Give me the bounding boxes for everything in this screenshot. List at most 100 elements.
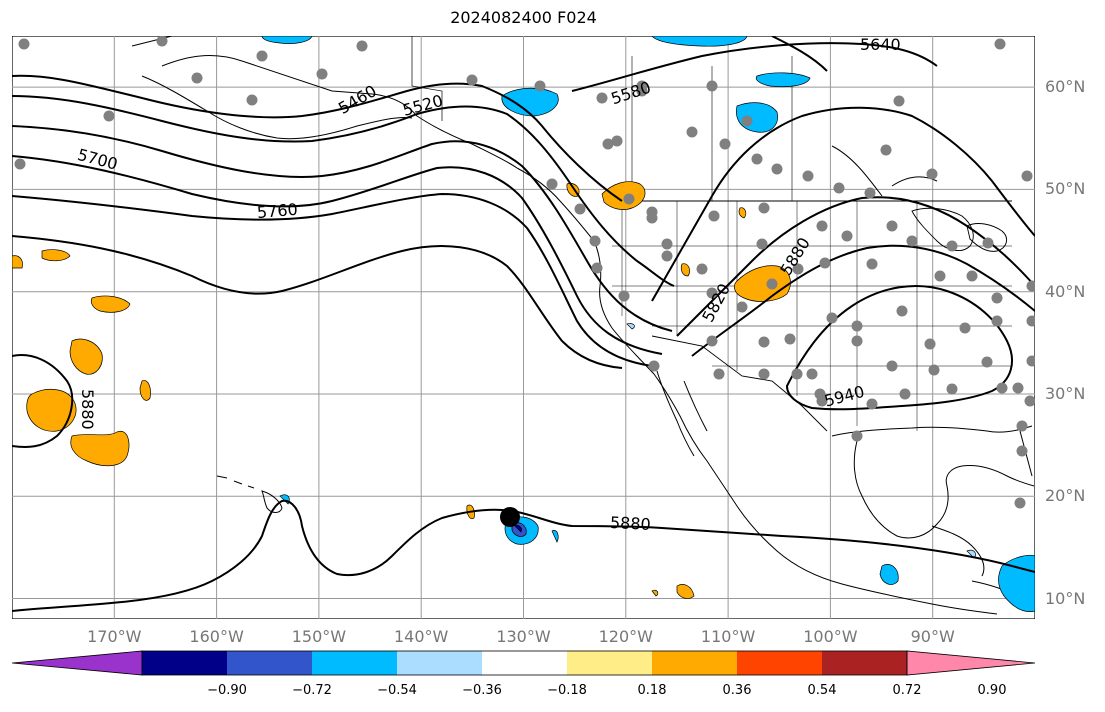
station-dot [758,336,770,348]
station-dot [946,240,958,252]
station-dot [636,85,648,97]
station-dot [1021,170,1033,182]
station-dot [706,80,718,92]
station-dot [886,360,898,372]
latitude-tick-label: 60°N [1045,77,1086,97]
station-dot [816,220,828,232]
latitude-tick-label: 10°N [1045,588,1086,608]
contour-label: 5880 [78,389,97,430]
colorbar-tick-label: −0.36 [462,683,502,698]
station-dot [646,212,658,224]
station-dot [708,210,720,222]
station-dot [896,305,908,317]
station-dot [706,335,718,347]
latitude-tick-label: 20°N [1045,486,1086,506]
station-dot [866,258,878,270]
station-dot [771,163,783,175]
colorbar-cell [397,651,482,675]
station-dot [934,270,946,282]
station-dot [946,383,958,395]
colorbar-border [141,650,908,676]
station-dot [806,368,818,380]
colorbar-cell [482,651,567,675]
station-dot [833,182,845,194]
station-dot [736,301,748,313]
station-dot [623,193,635,205]
station-dot [596,92,608,104]
height-contours [12,36,1035,612]
station-dot [758,368,770,380]
station-dot [851,320,863,332]
station-dot [713,368,725,380]
station-dot [802,170,814,182]
colorbar-cell [227,651,312,675]
station-dot [814,388,826,400]
station-dot [1026,355,1035,367]
station-dot [982,237,994,249]
station-dot [966,270,978,282]
station-dot [926,168,938,180]
station-dot [981,356,993,368]
longitude-tick-label: 160°W [189,627,244,646]
station-dot [591,262,603,274]
station-dot [534,80,546,92]
colorbar-tick-label: 0.90 [977,683,1007,698]
station-dot [661,250,673,262]
station-dot [1024,395,1035,407]
station-dot [906,235,918,247]
station-dot [784,333,796,345]
station-dot [959,322,971,334]
positive-anomaly-regions [12,181,791,599]
station-dot [826,312,838,324]
station-dot [1014,497,1026,509]
longitude-tick-label: 100°W [803,627,858,646]
station-dot [791,368,803,380]
longitude-tick-label: 150°W [291,627,347,646]
station-dot [602,138,614,150]
grid-lines [12,36,1035,619]
station-dot [924,338,936,350]
longitude-tick-label: 90°W [910,627,955,646]
station-dot [996,382,1008,394]
station-dot [841,230,853,242]
station-dot [928,364,940,376]
station-dot [994,38,1006,50]
station-dot [991,292,1003,304]
station-dot [886,220,898,232]
station-dot [893,95,905,107]
contour-label: 5760 [256,200,298,222]
station-dot [546,178,558,190]
station-dot [751,153,763,165]
station-dot [316,68,328,80]
latitude-tick-label: 30°N [1045,383,1086,403]
station-dot [589,235,601,247]
station-dot [880,144,892,156]
colorbar-tick-label: 0.18 [637,683,667,698]
station-dot [758,202,770,214]
station-dot [574,203,586,215]
colorbar [12,650,1036,676]
colorbar-cell [312,651,397,675]
map-title: 2024082400 F024 [450,8,597,27]
contour-label: 5640 [860,36,901,54]
colorbar-extend-low [12,650,143,676]
station-dot [618,290,630,302]
station-dot [899,388,911,400]
station-dot [103,110,115,122]
station-dot [156,36,168,47]
station-dot [696,263,708,275]
station-dot [1012,382,1024,394]
latitude-tick-label: 50°N [1045,179,1086,199]
longitude-tick-label: 170°W [87,627,142,646]
station-dot [14,158,26,170]
station-dot [1016,445,1028,457]
station-dot [1026,280,1035,292]
station-dot [719,138,731,150]
latitude-tick-label: 40°N [1045,281,1086,301]
colorbar-cell [142,651,227,675]
station-dot [819,257,831,269]
station-dot [246,94,258,106]
colorbar-cell [567,651,652,675]
colorbar-tick-label: −0.54 [377,683,417,698]
colorbar-tick-label: 0.36 [722,683,752,698]
